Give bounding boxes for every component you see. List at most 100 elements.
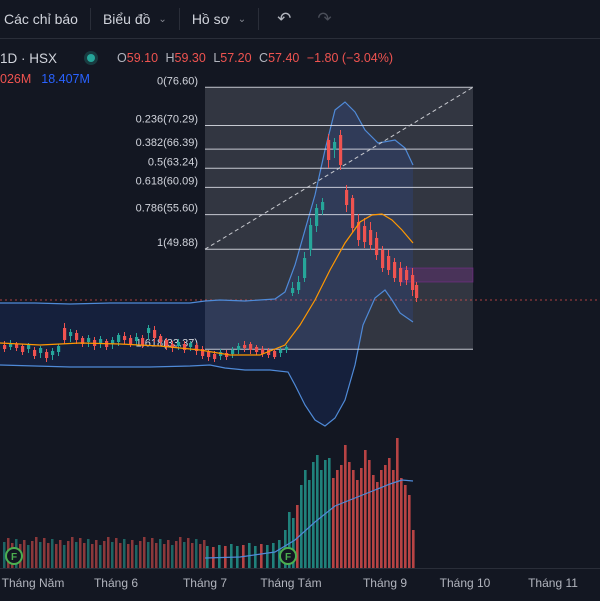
- volume-bar: [308, 480, 311, 568]
- undo-icon[interactable]: ↶: [277, 9, 292, 28]
- volume-bar: [376, 482, 379, 568]
- candle-body: [75, 333, 79, 340]
- volume-bar: [292, 518, 295, 568]
- volume-bar: [203, 540, 206, 568]
- fib-level-label: 0.382(66.39): [136, 137, 198, 149]
- candle-body: [87, 338, 91, 342]
- volume-bar: [167, 540, 170, 568]
- volume-bar: [179, 537, 182, 568]
- volume-bar: [340, 465, 343, 568]
- volume-bar: [230, 544, 233, 568]
- volume-bar: [127, 544, 130, 568]
- symbol-legend: 1D · HSX O59.10 H59.30 L57.20 C57.40 −1.…: [0, 48, 397, 68]
- volume-bar: [159, 539, 162, 568]
- time-axis-label: Tháng 7: [182, 576, 228, 590]
- candle-body: [213, 354, 217, 359]
- volume-bar: [107, 537, 110, 568]
- profile-button[interactable]: Hồ sơ ⌄: [192, 0, 246, 38]
- open-key: O: [117, 51, 127, 65]
- high-key: H: [165, 51, 175, 65]
- volume-bar: [348, 462, 351, 568]
- candle-body: [69, 332, 73, 336]
- candle-body: [303, 258, 307, 278]
- candle-body: [147, 328, 151, 333]
- volume-bar: [254, 546, 257, 568]
- ohlc-values: O59.10 H59.30 L57.20 C57.40 −1.80 (−3.04…: [117, 51, 397, 65]
- volume-bar: [316, 455, 319, 568]
- time-axis-label: Tháng Năm: [1, 576, 65, 590]
- candle-body: [279, 350, 283, 353]
- volume-bar: [356, 480, 359, 568]
- volume-bar: [368, 460, 371, 568]
- candle-body: [399, 268, 403, 282]
- time-axis[interactable]: Tháng Năm Tháng 6 Tháng 7 Tháng Tám Thán…: [0, 568, 600, 601]
- candle-body: [9, 343, 13, 347]
- volume-bar: [51, 539, 54, 568]
- chart-type-label: Biểu đồ: [102, 11, 151, 27]
- volume-bar: [27, 545, 30, 568]
- candle-body: [393, 262, 397, 278]
- time-axis-label: Tháng 10: [439, 576, 491, 590]
- bollinger-band-fill: [0, 102, 413, 426]
- candle-body: [33, 350, 37, 356]
- event-marker-label: F: [285, 552, 291, 563]
- volume-bar: [115, 538, 118, 568]
- open-value: 59.10: [126, 51, 159, 65]
- volume-bar: [131, 540, 134, 568]
- volume-bar: [372, 475, 375, 568]
- volume-bar: [87, 539, 90, 568]
- high-value: 59.30: [174, 51, 206, 65]
- volume-value-b: 18.407M: [41, 72, 90, 86]
- volume-bar: [39, 542, 42, 568]
- symbol-label[interactable]: 1D · HSX: [0, 50, 58, 66]
- candle-body: [231, 350, 235, 354]
- change-value: −1.80 (−3.04%): [306, 51, 393, 65]
- volume-legend: 026M 18.407M: [0, 70, 100, 88]
- volume-bar: [163, 544, 166, 568]
- redo-icon[interactable]: ↷: [317, 9, 332, 28]
- volume-bar: [67, 541, 70, 568]
- volume-bar: [151, 538, 154, 568]
- event-marker: F: [279, 547, 297, 565]
- volume-bar: [384, 465, 387, 568]
- candle-body: [321, 202, 325, 210]
- candle-body: [129, 338, 133, 344]
- volume-bar: [272, 543, 275, 568]
- volume-bar: [111, 542, 114, 568]
- volume-bar: [23, 540, 26, 568]
- candle-body: [63, 328, 67, 340]
- volume-bar: [296, 505, 299, 568]
- volume-bar: [300, 485, 303, 568]
- candle-body: [153, 330, 157, 338]
- volume-bar: [412, 530, 415, 568]
- candle-body: [39, 348, 43, 353]
- candle-body: [27, 345, 31, 349]
- fib-zone: [205, 87, 473, 350]
- candle-body: [315, 208, 319, 226]
- top-toolbar: Các chỉ báo Biểu đồ ⌄ Hồ sơ ⌄ ↶ ↷: [0, 0, 600, 39]
- candle-body: [339, 135, 343, 165]
- volume-bar: [344, 445, 347, 568]
- candle-body: [201, 349, 205, 356]
- fib-level-label: 0.618(60.09): [136, 175, 198, 187]
- volume-bar: [195, 539, 198, 568]
- candle-body: [369, 230, 373, 245]
- candle-body: [381, 250, 385, 268]
- low-value: 57.20: [220, 51, 252, 65]
- candle-body: [51, 351, 55, 355]
- volume-bar: [71, 537, 74, 568]
- indicators-button[interactable]: Các chỉ báo: [4, 0, 78, 38]
- time-axis-label: Tháng 11: [528, 576, 578, 590]
- volume-bar: [99, 545, 102, 568]
- price-chart[interactable]: 0(76.60) 0.236(70.29) 0.382(66.39) 0.5(63.2…: [0, 38, 600, 568]
- candle-body: [45, 352, 49, 358]
- chart-type-button[interactable]: Biểu đồ ⌄: [103, 0, 167, 38]
- price-range-box: [399, 267, 474, 283]
- event-marker: F: [5, 547, 23, 565]
- candle-body: [237, 346, 241, 350]
- candle-body: [135, 337, 139, 341]
- volume-bar: [380, 470, 383, 568]
- volume-bar: [288, 512, 291, 568]
- volume-bar: [119, 543, 122, 568]
- volume-bar: [83, 543, 86, 568]
